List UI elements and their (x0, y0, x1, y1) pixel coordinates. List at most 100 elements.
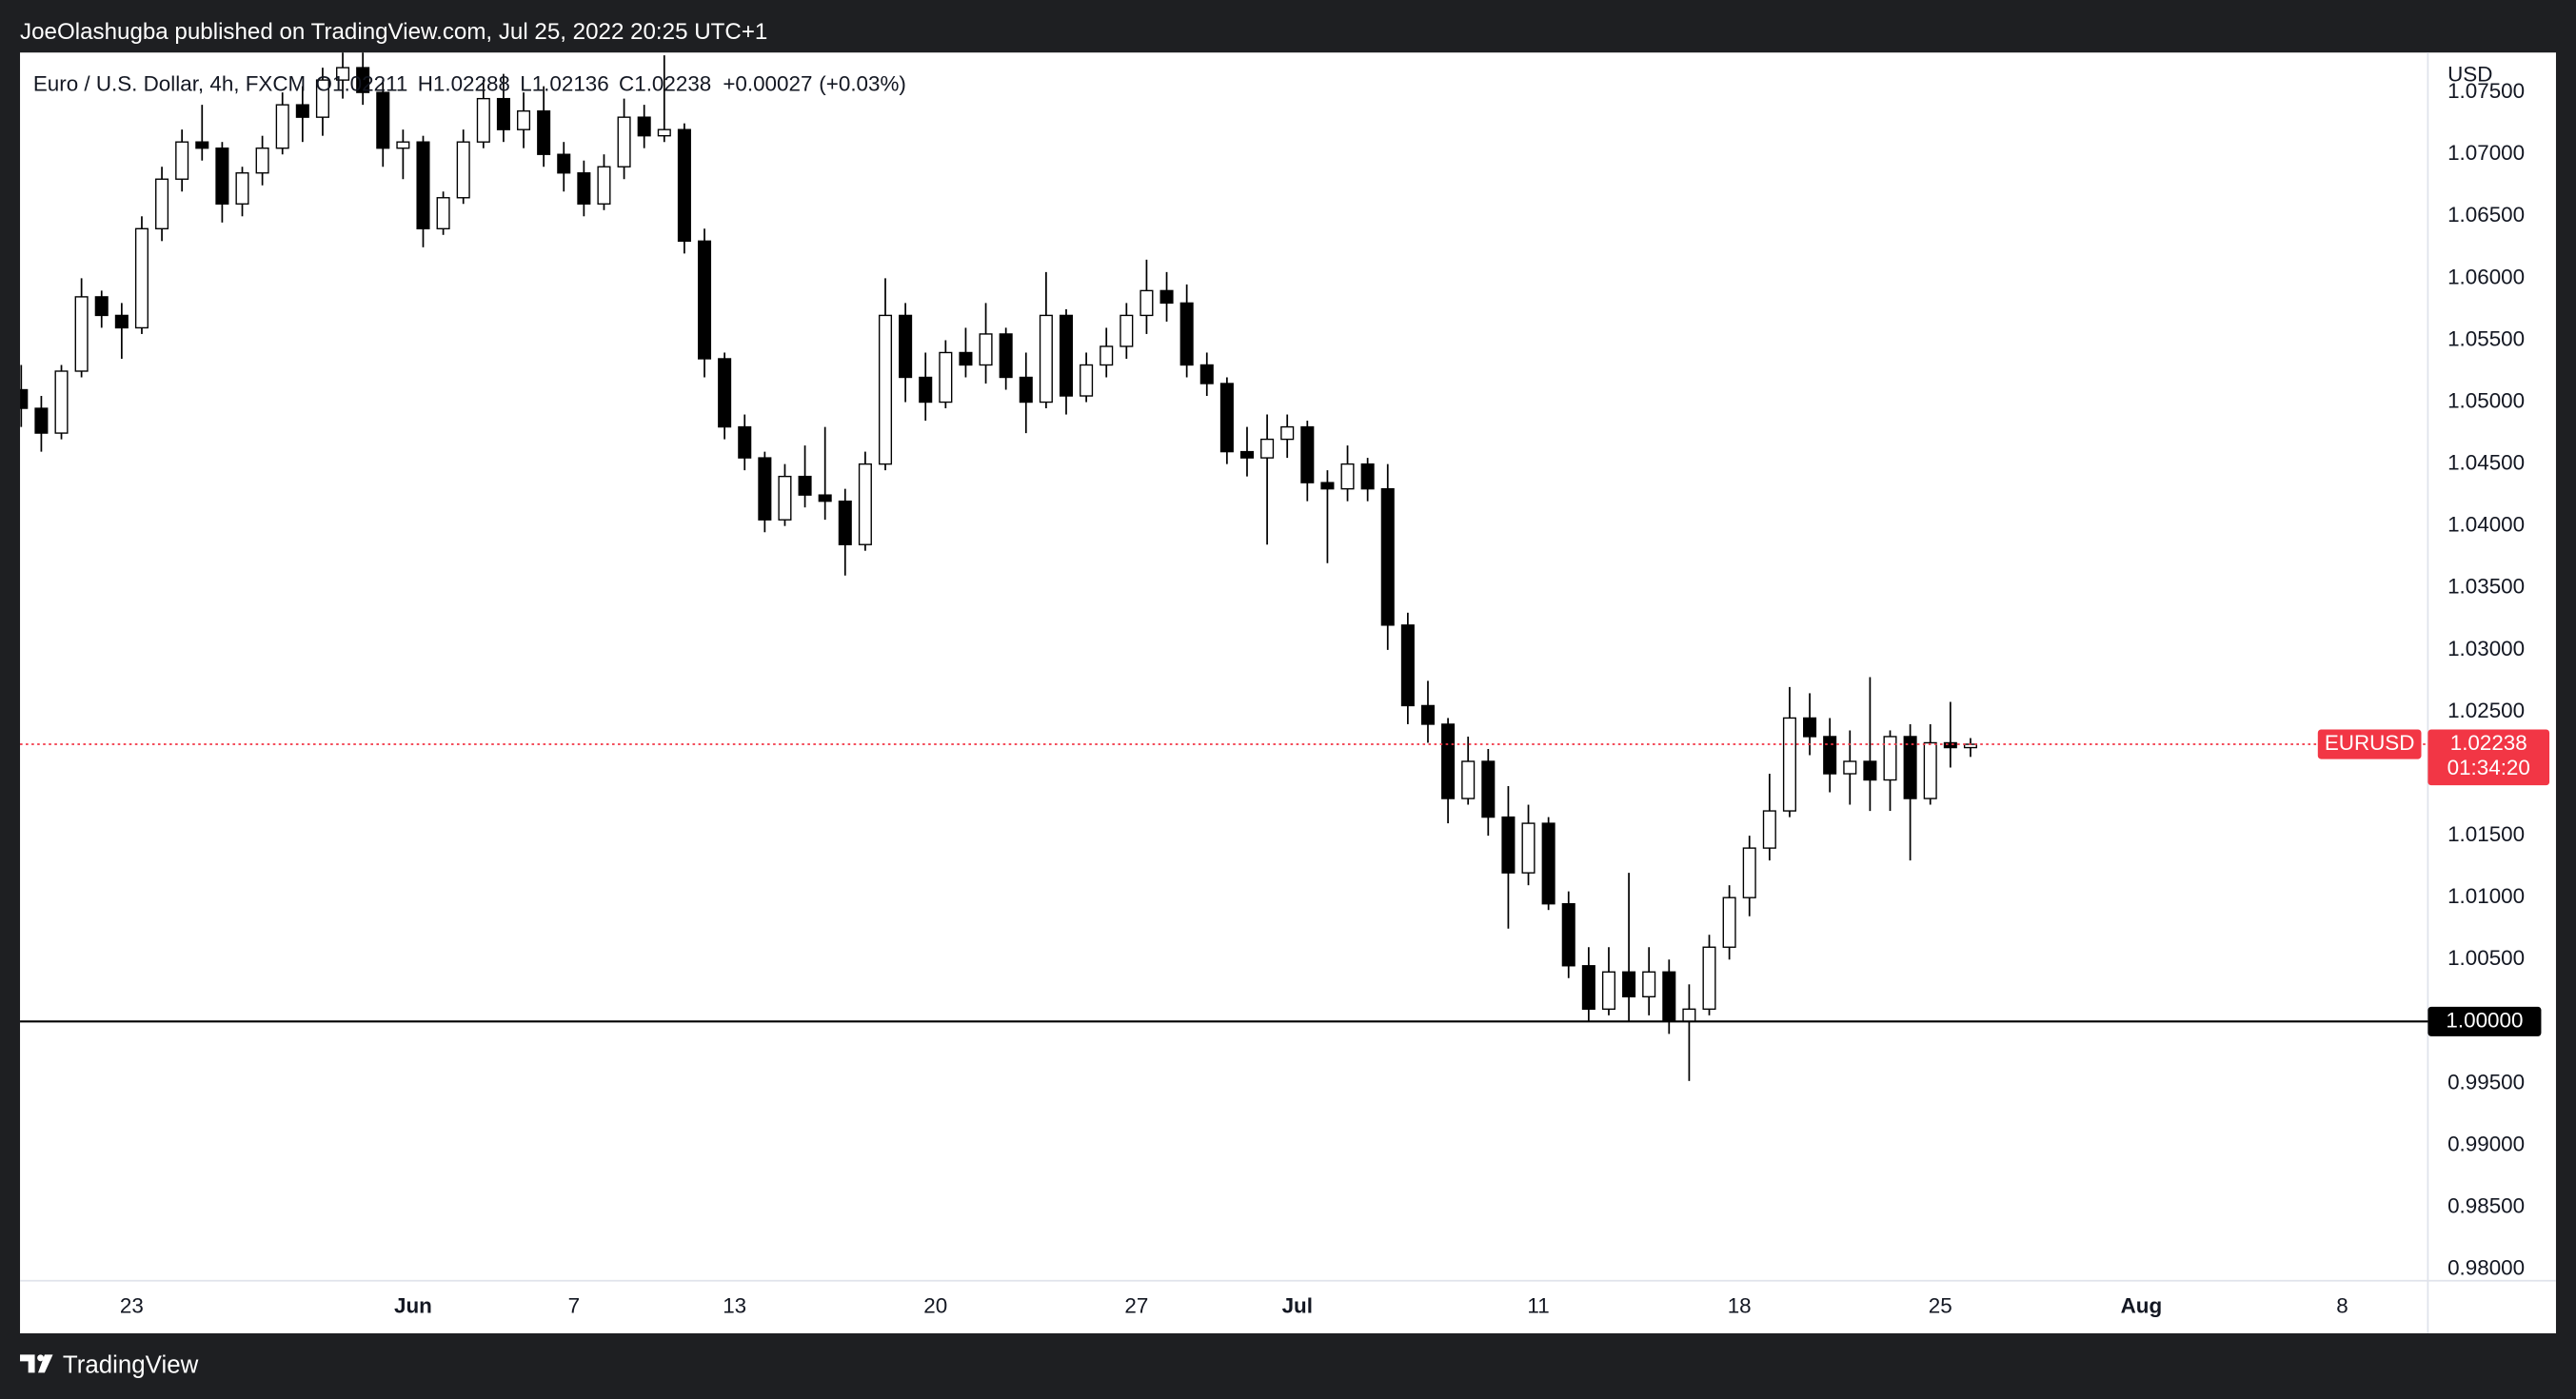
candle-body (416, 141, 430, 229)
candle-body (1179, 302, 1194, 366)
candle-body (778, 475, 792, 521)
y-tick-label: 1.07500 (2447, 79, 2525, 103)
candle-body (1159, 289, 1174, 305)
candle-body (175, 141, 189, 180)
chart-legend: Euro / U.S. Dollar, 4h, FXCM O1.02211 H1.0… (33, 72, 906, 96)
chart-panel (20, 52, 2556, 1333)
candle-body (1903, 736, 1917, 799)
y-tick-label: 1.04000 (2447, 513, 2525, 537)
candle-body (1682, 1008, 1696, 1023)
ohlc-value: 1.02136 (532, 72, 609, 96)
y-tick-label: 1.03500 (2447, 575, 2525, 599)
candle-body (134, 227, 149, 329)
candle-body (1120, 314, 1134, 347)
y-tick-label: 1.05500 (2447, 326, 2525, 350)
logo (20, 1354, 53, 1373)
candle-body (114, 314, 129, 329)
candle-body (698, 240, 712, 360)
last-price-bg (2427, 729, 2550, 786)
y-tick-label: 0.98500 (2447, 1194, 2525, 1218)
candle-body (1521, 822, 1536, 874)
candle-body (1601, 971, 1615, 1011)
candle-body (1080, 364, 1094, 397)
candle-body (677, 128, 691, 243)
candle-body (1300, 425, 1315, 483)
candle-body (275, 104, 289, 149)
y-tick-label: 1.06500 (2447, 203, 2525, 227)
level-label: 1.00000 (2446, 1008, 2523, 1032)
candle-body (1260, 438, 1275, 459)
candle-body (1843, 760, 1857, 775)
candle-body (1923, 741, 1937, 799)
plot-area (20, 52, 1977, 1081)
candle-body (1581, 965, 1595, 1011)
candle-body (1823, 736, 1837, 775)
candle-body (34, 407, 49, 434)
candle-body (1420, 704, 1435, 725)
x-tick-label: Jun (394, 1293, 432, 1317)
x-tick-label: 13 (723, 1293, 746, 1317)
candle-body (1239, 450, 1255, 459)
candle-body (999, 333, 1013, 379)
candle-body (979, 333, 993, 366)
candle-body (1400, 624, 1415, 707)
x-tick-label: 11 (1527, 1293, 1549, 1317)
x-tick-label: 8 (2336, 1293, 2348, 1317)
x-tick-label: Aug (2121, 1293, 2163, 1317)
candle-body (1360, 463, 1375, 490)
y-tick-label: 1.07000 (2447, 141, 2525, 165)
x-tick-label: Jul (1282, 1293, 1313, 1317)
candle-body (94, 296, 109, 317)
y-tick-label: 1.04500 (2447, 451, 2525, 475)
candle-body (295, 104, 309, 118)
candle-body (597, 166, 611, 205)
candle-body (1481, 760, 1496, 818)
candle-body (557, 153, 571, 174)
candle-body (617, 116, 631, 167)
candle-body (1441, 723, 1456, 799)
ohlc-value: 1.02238 (634, 72, 711, 96)
x-tick-label: 25 (1929, 1293, 1952, 1317)
candle-body (235, 172, 249, 205)
y-tick-label: 1.01500 (2447, 822, 2525, 846)
ohlc-prefix: O (316, 72, 332, 96)
candle-body (74, 296, 89, 372)
publisher-line: JoeOlashugba published on TradingView.co… (20, 19, 767, 45)
ohlc-prefix: C (619, 72, 634, 96)
candle-body (878, 314, 893, 465)
x-tick-label: 23 (120, 1293, 144, 1317)
candle-body (537, 109, 551, 155)
x-tick-label: 18 (1728, 1293, 1752, 1317)
y-tick-label: 1.01000 (2447, 884, 2525, 908)
currency-label: USD (2447, 62, 2492, 86)
candle-body (1501, 816, 1516, 874)
candle-body (1782, 717, 1796, 812)
y-tick-label: 1.06000 (2447, 265, 2525, 288)
candle-body (899, 314, 913, 379)
candle-body (1320, 482, 1335, 490)
candle-body (798, 475, 812, 496)
candle-body (1662, 971, 1676, 1023)
candle-body (255, 148, 269, 174)
candle-body (54, 370, 69, 434)
candle-body (1561, 902, 1575, 967)
ohlc-prefix: L (520, 72, 531, 96)
candle-body (1019, 376, 1033, 404)
y-tick-label: 0.99000 (2447, 1132, 2525, 1155)
candle-body (456, 141, 470, 199)
candle-body (1219, 383, 1234, 453)
symbol-tag-bg (2317, 729, 2422, 759)
candle-body (1762, 810, 1776, 849)
symbol-tag: EURUSD (2325, 731, 2415, 755)
candle-body (20, 388, 29, 409)
candle-body (396, 141, 410, 149)
candle-body (315, 79, 329, 118)
candle-body (496, 97, 510, 130)
y-tick-label: 1.02500 (2447, 699, 2525, 722)
level-label-bg (2427, 1006, 2542, 1036)
y-tick-label: 1.00500 (2447, 946, 2525, 970)
candle-body (637, 116, 651, 137)
candle-body (919, 376, 933, 404)
